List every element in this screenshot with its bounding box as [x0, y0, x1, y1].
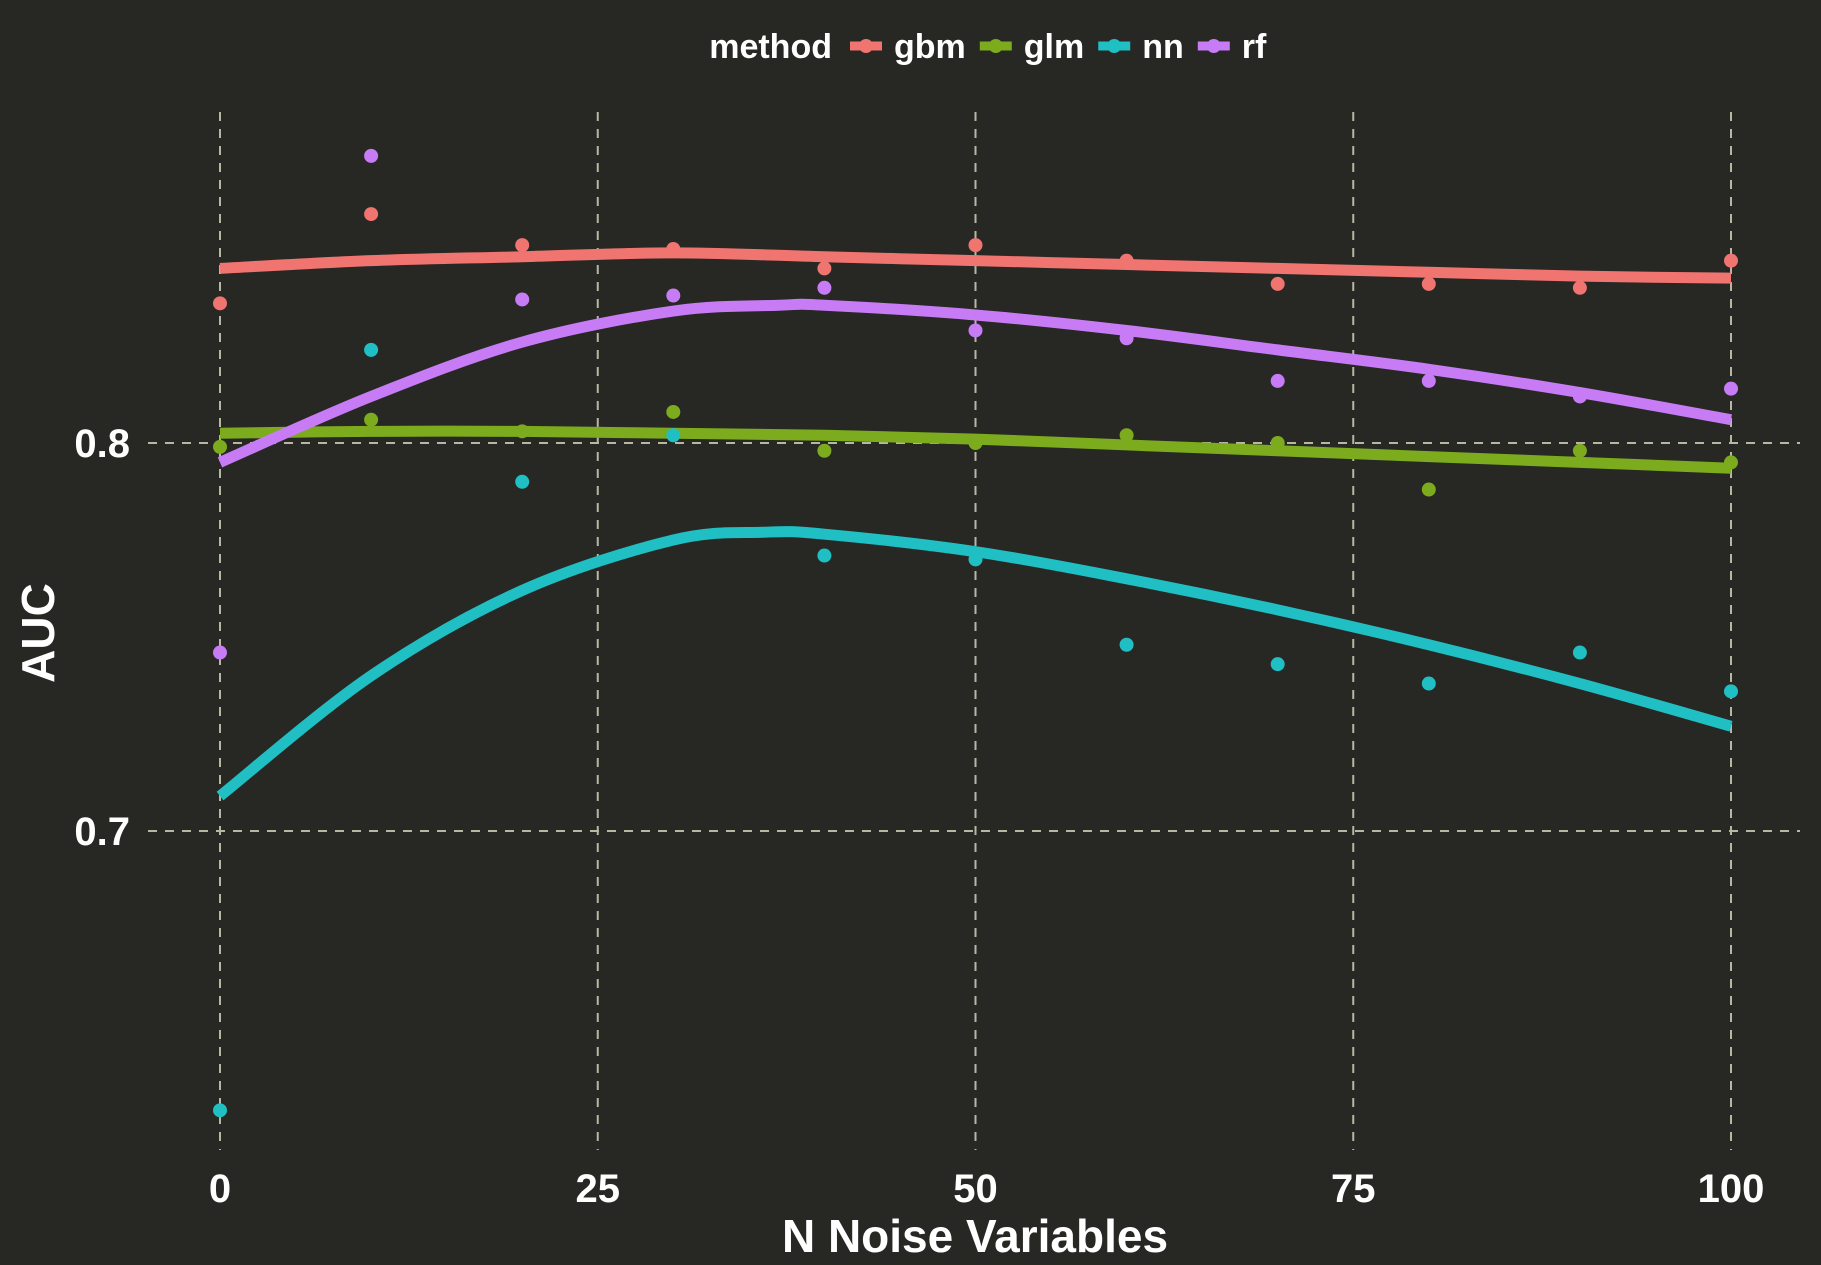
grid: [148, 112, 1800, 1150]
data-point-gbm: [213, 296, 227, 311]
data-point-glm: [666, 404, 681, 419]
data-point-rf: [1572, 389, 1587, 404]
x-tick-label: 100: [1698, 1167, 1765, 1211]
y-axis-ticks: 0.7 0.8: [74, 422, 130, 854]
data-point-glm: [968, 436, 983, 450]
legend-label: rf: [1242, 28, 1267, 66]
data-point-nn: [213, 1103, 227, 1118]
legend-label: gbm: [894, 28, 966, 66]
smooth-line-gbm: [219, 247, 1732, 284]
x-axis-title: N Noise Variables: [782, 1210, 1168, 1262]
legend-item-gbm: gbm: [850, 28, 966, 66]
x-tick-label: 0: [209, 1167, 231, 1211]
data-point-gbm: [515, 238, 530, 253]
data-point-gbm: [1270, 276, 1285, 291]
legend-label: glm: [1024, 28, 1084, 66]
y-axis-title: AUC: [12, 583, 64, 683]
data-point-nn: [364, 342, 379, 357]
data-point-rf: [1724, 381, 1738, 396]
x-tick-label: 25: [576, 1167, 621, 1211]
data-point-glm: [1572, 443, 1587, 458]
legend-item-glm: glm: [979, 28, 1084, 66]
data-point-rf: [817, 280, 832, 295]
data-point-rf: [213, 645, 227, 660]
data-point-gbm: [364, 207, 379, 222]
smooth-line-rf: [217, 298, 1732, 468]
data-point-rf: [1119, 331, 1134, 346]
data-point-nn: [1572, 645, 1587, 660]
data-point-nn: [1421, 676, 1436, 691]
data-point-nn: [968, 552, 983, 567]
data-point-rf: [364, 148, 379, 163]
x-tick-label: 75: [1331, 1167, 1376, 1211]
data-point-nn: [1119, 637, 1134, 652]
data-point-glm: [817, 443, 832, 458]
y-tick-label: 0.7: [74, 810, 130, 854]
x-axis-ticks: 0 25 50 75 100: [209, 1167, 1765, 1211]
legend-title: method: [709, 28, 832, 66]
legend-key-point: [988, 39, 1003, 53]
data-point-nn: [1724, 684, 1738, 699]
data-point-rf: [515, 292, 530, 307]
data-point-rf: [666, 288, 681, 303]
data-point-rf: [968, 323, 983, 338]
legend-item-rf: rf: [1197, 28, 1267, 66]
data-point-glm: [364, 412, 379, 427]
data-point-rf: [1270, 373, 1285, 388]
data-point-glm: [213, 439, 227, 454]
smooth-line-nn: [216, 526, 1733, 801]
legend: method gbm glm nn rf: [709, 28, 1267, 66]
data-point-nn: [1270, 657, 1285, 672]
data-point-gbm: [1421, 276, 1436, 291]
data-point-glm: [1421, 482, 1436, 497]
data-point-nn: [515, 474, 530, 489]
data-point-gbm: [1572, 280, 1587, 295]
data-point-gbm: [1724, 253, 1738, 268]
data-point-rf: [1421, 373, 1436, 388]
data-point-gbm: [968, 238, 983, 253]
legend-item-nn: nn: [1098, 28, 1184, 66]
data-point-nn: [666, 428, 681, 443]
legend-key-point: [1107, 39, 1122, 53]
data-point-gbm: [817, 261, 832, 276]
data-point-glm: [515, 424, 530, 439]
data-point-glm: [1270, 436, 1285, 450]
data-point-nn: [817, 548, 832, 563]
legend-key-point: [1206, 39, 1221, 53]
data-point-glm: [1724, 455, 1738, 470]
data-point-gbm: [1119, 253, 1134, 268]
data-point-glm: [1119, 428, 1134, 443]
data-point-gbm: [666, 242, 681, 256]
legend-key-point: [859, 39, 873, 53]
data-points: [213, 148, 1738, 1118]
y-tick-label: 0.8: [74, 422, 130, 466]
legend-label: nn: [1142, 28, 1184, 66]
x-tick-label: 50: [953, 1167, 998, 1211]
